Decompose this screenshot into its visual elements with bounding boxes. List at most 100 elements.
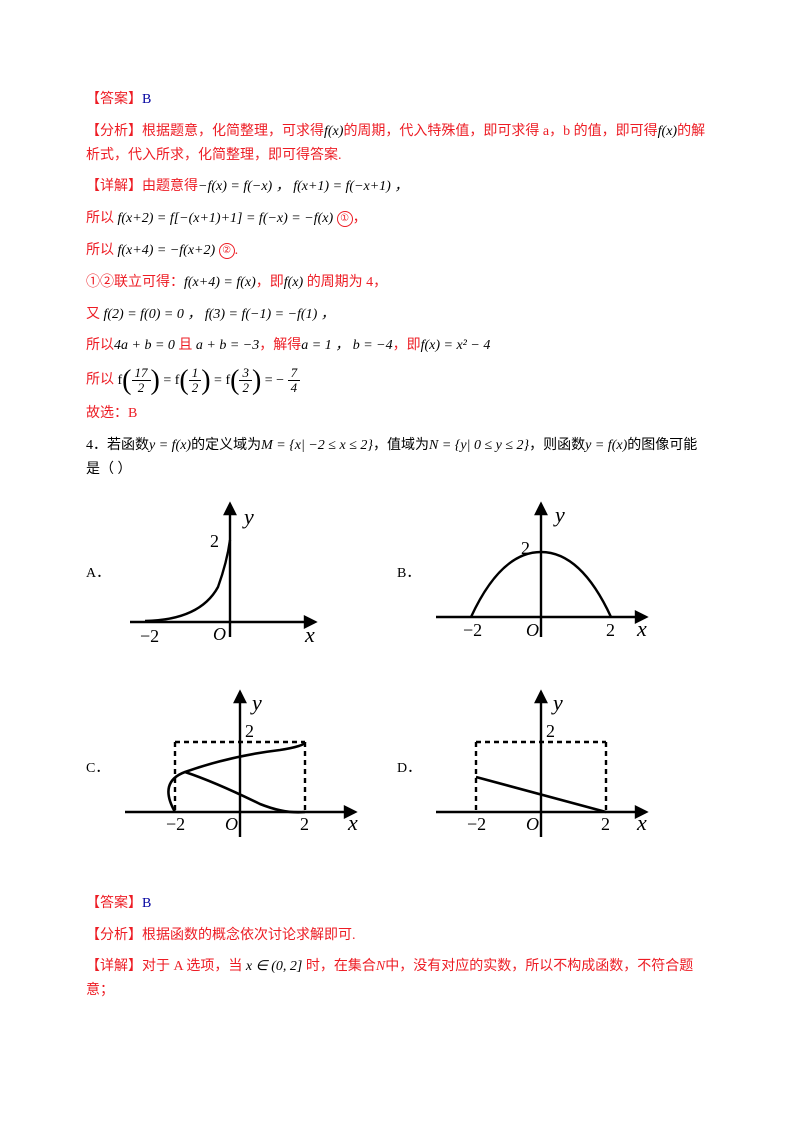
option-a: A． y x O 2 −2	[86, 492, 397, 652]
eq: y = f(x)	[585, 438, 627, 453]
xtick-2: 2	[601, 814, 610, 834]
eq: x ∈ (0, 2]	[246, 959, 303, 974]
ytick-2: 2	[546, 721, 555, 741]
graph-d: y x O 2 −2 2	[421, 682, 661, 852]
t: 所以	[86, 243, 114, 258]
detail-l1: 【详解】由题意得−f(x) = f(−x) ， f(x+1) = f(−x+1)…	[86, 175, 708, 199]
eq: −f(x) = f(−x) ， f(x+1) = f(−x+1) ，	[198, 179, 408, 194]
answer-tag: 【答案】	[86, 92, 142, 107]
xtick-neg2: −2	[140, 626, 159, 646]
eq: a = 1 ， b = −4	[301, 338, 392, 353]
qnum: 4．	[86, 438, 107, 453]
xtick-neg2: −2	[467, 814, 486, 834]
eq: f(x) = x² − 4	[421, 338, 491, 353]
circle-2: ②	[219, 243, 235, 259]
analysis-text-b: 的周期，代入特殊值，即可求得 a，b 的值，即可得	[343, 124, 657, 139]
eq: f(x+2) = f[−(x+1)+1] = f(−x) = −f(x)	[118, 211, 334, 226]
t: ，则函数	[529, 438, 585, 453]
detail-l6: 所以4a + b = 0 且 a + b = −3，解得a = 1 ， b = …	[86, 334, 708, 358]
t: ①②联立可得：	[86, 275, 184, 290]
y-label: y	[551, 690, 563, 715]
answer-2: 【答案】B	[86, 892, 708, 916]
t: 故选：B	[86, 406, 137, 421]
page: 【答案】B 【分析】根据题意，化简整理，可求得f(x)的周期，代入特殊值，即可求…	[0, 0, 794, 1051]
end: .	[235, 243, 239, 258]
option-label-a: A．	[86, 562, 104, 582]
detail-2: 【详解】对于 A 选项，当 x ∈ (0, 2] 时，在集合N中，没有对应的实数…	[86, 955, 708, 1003]
origin-label: O	[225, 814, 238, 834]
origin-label: O	[526, 620, 539, 640]
option-d: D． y x O 2 −2 2	[397, 682, 708, 852]
circle-1: ①	[337, 211, 353, 227]
answer-1: 【答案】B	[86, 88, 708, 112]
t: 时，在集合	[302, 959, 376, 974]
N: N	[376, 959, 385, 974]
options-row: A． y x O 2 −2 B．	[86, 492, 708, 882]
analysis-text-a: 根据题意，化简整理，可求得	[142, 124, 324, 139]
eq: f(172) = f(12) = f(32) = − 74	[118, 373, 301, 388]
answer-value: B	[142, 896, 151, 911]
analysis-2: 【分析】根据函数的概念依次讨论求解即可.	[86, 924, 708, 948]
x-label: x	[304, 622, 315, 647]
t: 若函数	[107, 438, 149, 453]
detail-l4: ①②联立可得：f(x+4) = f(x)，即f(x) 的周期为 4，	[86, 271, 708, 295]
t: 对于 A 选项，当	[142, 959, 246, 974]
xtick-2: 2	[606, 620, 615, 640]
t: 所以	[86, 338, 114, 353]
answer-value: B	[142, 92, 151, 107]
xtick-neg2: −2	[463, 620, 482, 640]
eq: 4a + b = 0	[114, 338, 175, 353]
eq: f(2) = f(0) = 0 ， f(3) = f(−1) = −f(1) ，	[104, 307, 335, 322]
y-label: y	[242, 504, 254, 529]
t: 根据函数的概念依次讨论求解即可.	[142, 928, 356, 943]
t: ，即	[393, 338, 421, 353]
y-label: y	[553, 502, 565, 527]
x-label: x	[636, 616, 647, 641]
t: 的周期为 4，	[303, 275, 387, 290]
end: ，	[353, 211, 367, 226]
question-4: 4．若函数y = f(x)的定义域为M = {x| −2 ≤ x ≤ 2}，值域…	[86, 434, 708, 482]
t: ，即	[256, 275, 284, 290]
xtick-neg2: −2	[166, 814, 185, 834]
xtick-2: 2	[300, 814, 309, 834]
eq: M = {x| −2 ≤ x ≤ 2}	[261, 438, 373, 453]
detail-tag: 【详解】	[86, 959, 142, 974]
detail-l2: 所以 f(x+2) = f[−(x+1)+1] = f(−x) = −f(x) …	[86, 207, 708, 231]
x-label: x	[636, 810, 647, 835]
option-label-d: D．	[397, 757, 415, 777]
eq: f(x+4) = −f(x+2)	[118, 243, 216, 258]
detail-l7: 所以 f(172) = f(12) = f(32) = − 74	[86, 366, 708, 394]
graph-a: y x O 2 −2	[110, 492, 330, 652]
option-label-b: B．	[397, 562, 415, 582]
ytick-2: 2	[210, 531, 219, 551]
ytick-2: 2	[245, 721, 254, 741]
detail-l3: 所以 f(x+4) = −f(x+2) ②.	[86, 239, 708, 263]
eq: f(x+4) = f(x)	[184, 275, 256, 290]
x-label: x	[347, 810, 358, 835]
detail-l5: 又 f(2) = f(0) = 0 ， f(3) = f(−1) = −f(1)…	[86, 303, 708, 327]
t: ，值域为	[373, 438, 429, 453]
t: 又	[86, 307, 100, 322]
t: 且	[175, 338, 196, 353]
answer-tag: 【答案】	[86, 896, 142, 911]
t: 所以	[86, 211, 114, 226]
analysis-1: 【分析】根据题意，化简整理，可求得f(x)的周期，代入特殊值，即可求得 a，b …	[86, 120, 708, 168]
graph-c: y x O 2 −2 2	[110, 682, 370, 852]
t: 所以	[86, 373, 114, 388]
detail-l8: 故选：B	[86, 402, 708, 426]
option-label-c: C．	[86, 757, 104, 777]
eq: y = f(x)	[149, 438, 191, 453]
eq: N = {y| 0 ≤ y ≤ 2}	[429, 438, 529, 453]
fx: f(x)	[324, 124, 343, 139]
t: ，解得	[259, 338, 301, 353]
fx2: f(x)	[658, 124, 677, 139]
option-c: C． y x O 2 −2 2	[86, 682, 397, 852]
fx: f(x)	[284, 275, 303, 290]
t: 由题意得	[142, 179, 198, 194]
t: 的定义域为	[191, 438, 261, 453]
ytick-2: 2	[521, 538, 530, 558]
origin-label: O	[526, 814, 539, 834]
analysis-tag: 【分析】	[86, 124, 142, 139]
option-b: B． y x O 2 −2 2	[397, 492, 708, 652]
y-label: y	[250, 690, 262, 715]
